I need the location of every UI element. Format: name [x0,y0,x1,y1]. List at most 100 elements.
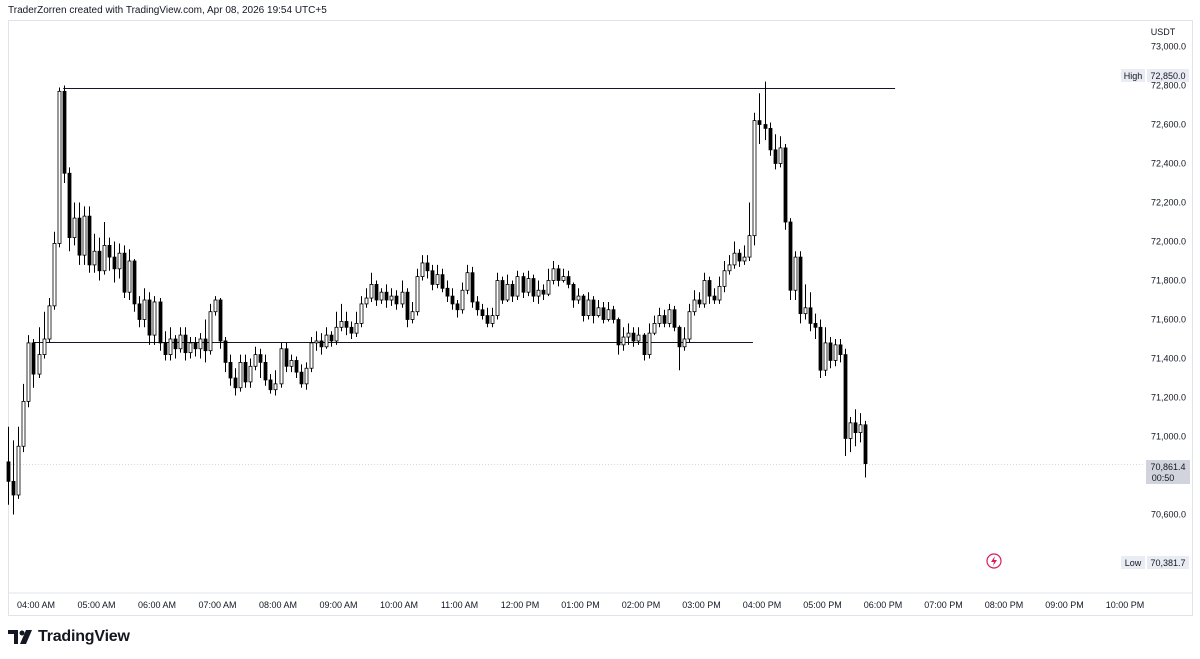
candle-body [667,309,672,324]
candle-body [601,307,606,320]
candle [672,305,677,332]
candle [349,321,354,339]
candle [102,222,107,275]
candle [722,261,727,293]
tradingview-logo-icon [8,630,32,644]
candle [793,251,798,300]
candle [420,255,425,281]
candle [223,337,228,373]
price-tick-label: 70,600.0 [1151,510,1186,520]
candle [546,268,551,297]
candle [6,426,11,505]
candle-body [546,280,551,295]
candle [500,276,505,304]
candle-body [107,244,112,258]
chart-attribution: TraderZorren created with TradingView.co… [8,5,327,16]
candle-body [490,315,495,324]
candle-body [526,278,531,293]
candle [52,231,57,310]
candle [803,284,808,320]
candle [92,233,97,273]
candle-body [218,299,223,342]
candle [591,296,596,324]
candle-body [863,424,868,465]
flash-icon[interactable] [986,553,1002,569]
candle-body [97,250,102,272]
candle [747,202,752,261]
time-tick-label: 06:00 PM [864,600,903,610]
candle [400,280,405,308]
candle [394,290,399,310]
candle [475,296,480,316]
candle [324,327,329,349]
candle [213,296,218,316]
candle-body [72,217,77,239]
time-tick-label: 08:00 AM [259,600,297,610]
price-tick-label: 72,400.0 [1151,159,1186,169]
candle [702,272,707,308]
candle-body [591,299,596,317]
candle [763,81,768,141]
candle-body [692,299,697,313]
candle-body [642,334,647,356]
candle-body [117,252,122,270]
candle-body [389,295,394,301]
candle-body [273,383,278,391]
candle [682,327,687,351]
time-tick-label: 09:00 PM [1045,600,1084,610]
time-axis-ticks: 04:00 AM 05:00 AM 06:00 AM 07:00 AM 08:00 AM… [8,592,1193,610]
candle-body [531,278,536,297]
candle [107,237,112,271]
candle [667,303,672,328]
candle [122,245,127,299]
time-tick-label: 11:00 AM [441,600,478,610]
candles [6,81,868,515]
candle-body [147,299,152,336]
candle [460,282,465,314]
candle [203,319,208,363]
candle [531,274,536,302]
candle-body [606,309,611,320]
price-tick-label: 72,800.0 [1151,81,1186,91]
candle-body [238,361,243,389]
candle [687,303,692,343]
candle-body [828,342,833,361]
price-tick-label: 72,600.0 [1151,120,1186,130]
candle-body [384,291,389,301]
candle [768,122,773,156]
candle [137,296,142,328]
candle-body [57,90,62,244]
candle-body [460,289,465,311]
candle-body [400,291,405,305]
candle-body [480,309,485,316]
candle [490,307,495,328]
candle [112,241,117,283]
tradingview-logo[interactable]: TradingView [8,628,130,646]
candle [87,206,92,273]
candle-body [647,332,652,355]
candle-body [314,340,319,344]
candle [551,261,556,285]
candle-body [87,215,92,266]
candle-body [737,252,742,262]
candle [818,319,823,378]
candle [727,255,732,275]
horizontal-levels [8,88,1145,465]
candle-body [596,307,601,316]
candle [273,370,278,396]
candle [778,136,783,168]
candle-body [702,280,707,305]
candle [773,134,778,170]
candle [853,409,858,447]
candle [178,327,183,353]
candle [858,413,863,443]
price-tick-label: 72,000.0 [1151,237,1186,247]
candle [717,276,722,304]
candle-body [188,342,193,354]
candle [364,288,369,308]
candle [561,268,566,283]
candle [626,323,631,345]
candle [470,266,475,308]
price-tick-label: 72,200.0 [1151,198,1186,208]
